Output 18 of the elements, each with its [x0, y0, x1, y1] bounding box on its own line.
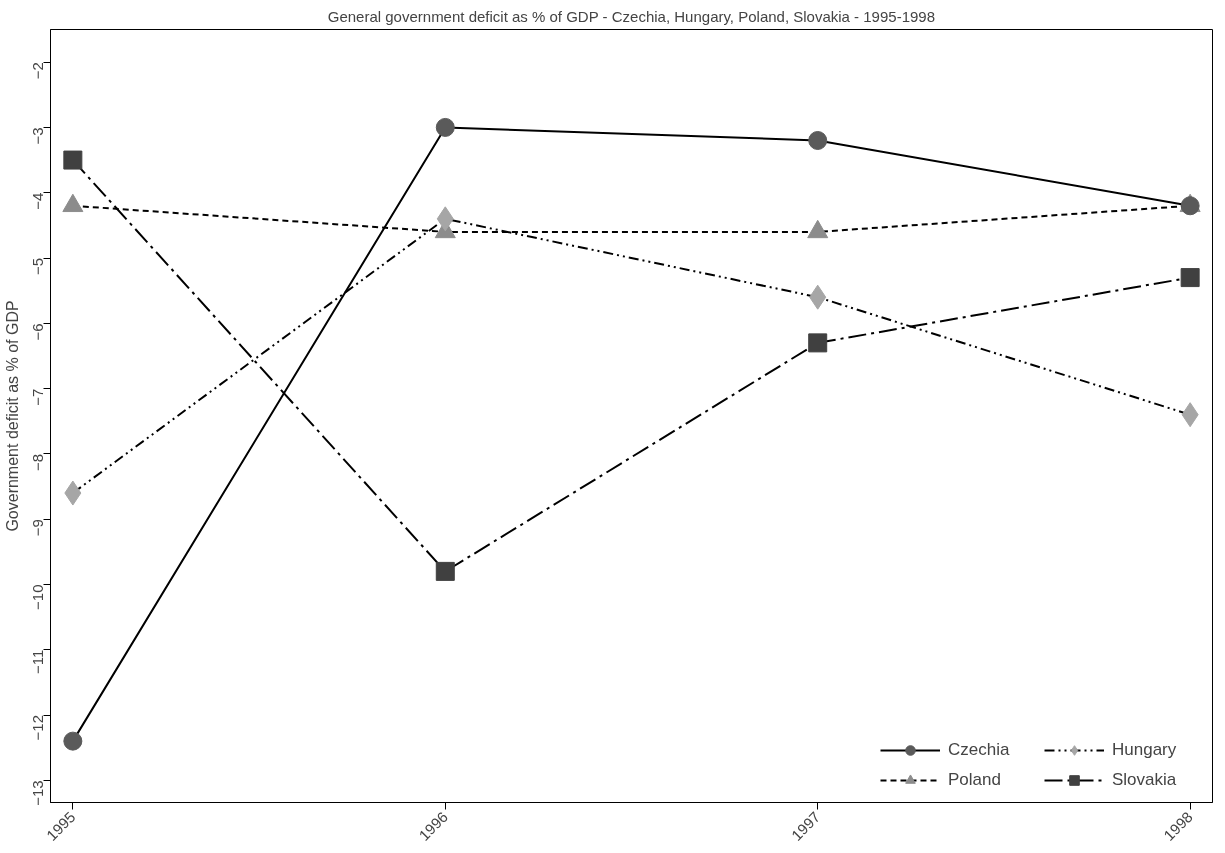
y-tick-label: −5 [29, 258, 47, 276]
y-tick-label: −9 [29, 519, 47, 537]
y-tick-label: −11 [29, 649, 47, 675]
y-tick-label: −10 [29, 584, 47, 610]
y-axis-title: Government deficit as % of GDP [3, 300, 21, 532]
y-tick-label: −7 [29, 388, 47, 406]
legend-label: Hungary [1112, 740, 1178, 760]
legend-label: Slovakia [1112, 770, 1178, 790]
legend-label: Czechia [948, 740, 1011, 760]
y-tick-label: −4 [29, 192, 47, 210]
y-tick-label: −12 [29, 715, 47, 741]
y-tick-label: −2 [29, 62, 47, 80]
y-tick-label: −6 [29, 323, 47, 341]
y-tick-label: −13 [29, 780, 47, 806]
y-tick-label: −8 [29, 453, 47, 471]
chart-title: General government deficit as % of GDP - Czechia, Hungary, Poland, Slovakia - 1995-1998 [327, 7, 935, 25]
y-tick-label: −3 [29, 127, 47, 145]
legend-label: Poland [948, 770, 1002, 790]
